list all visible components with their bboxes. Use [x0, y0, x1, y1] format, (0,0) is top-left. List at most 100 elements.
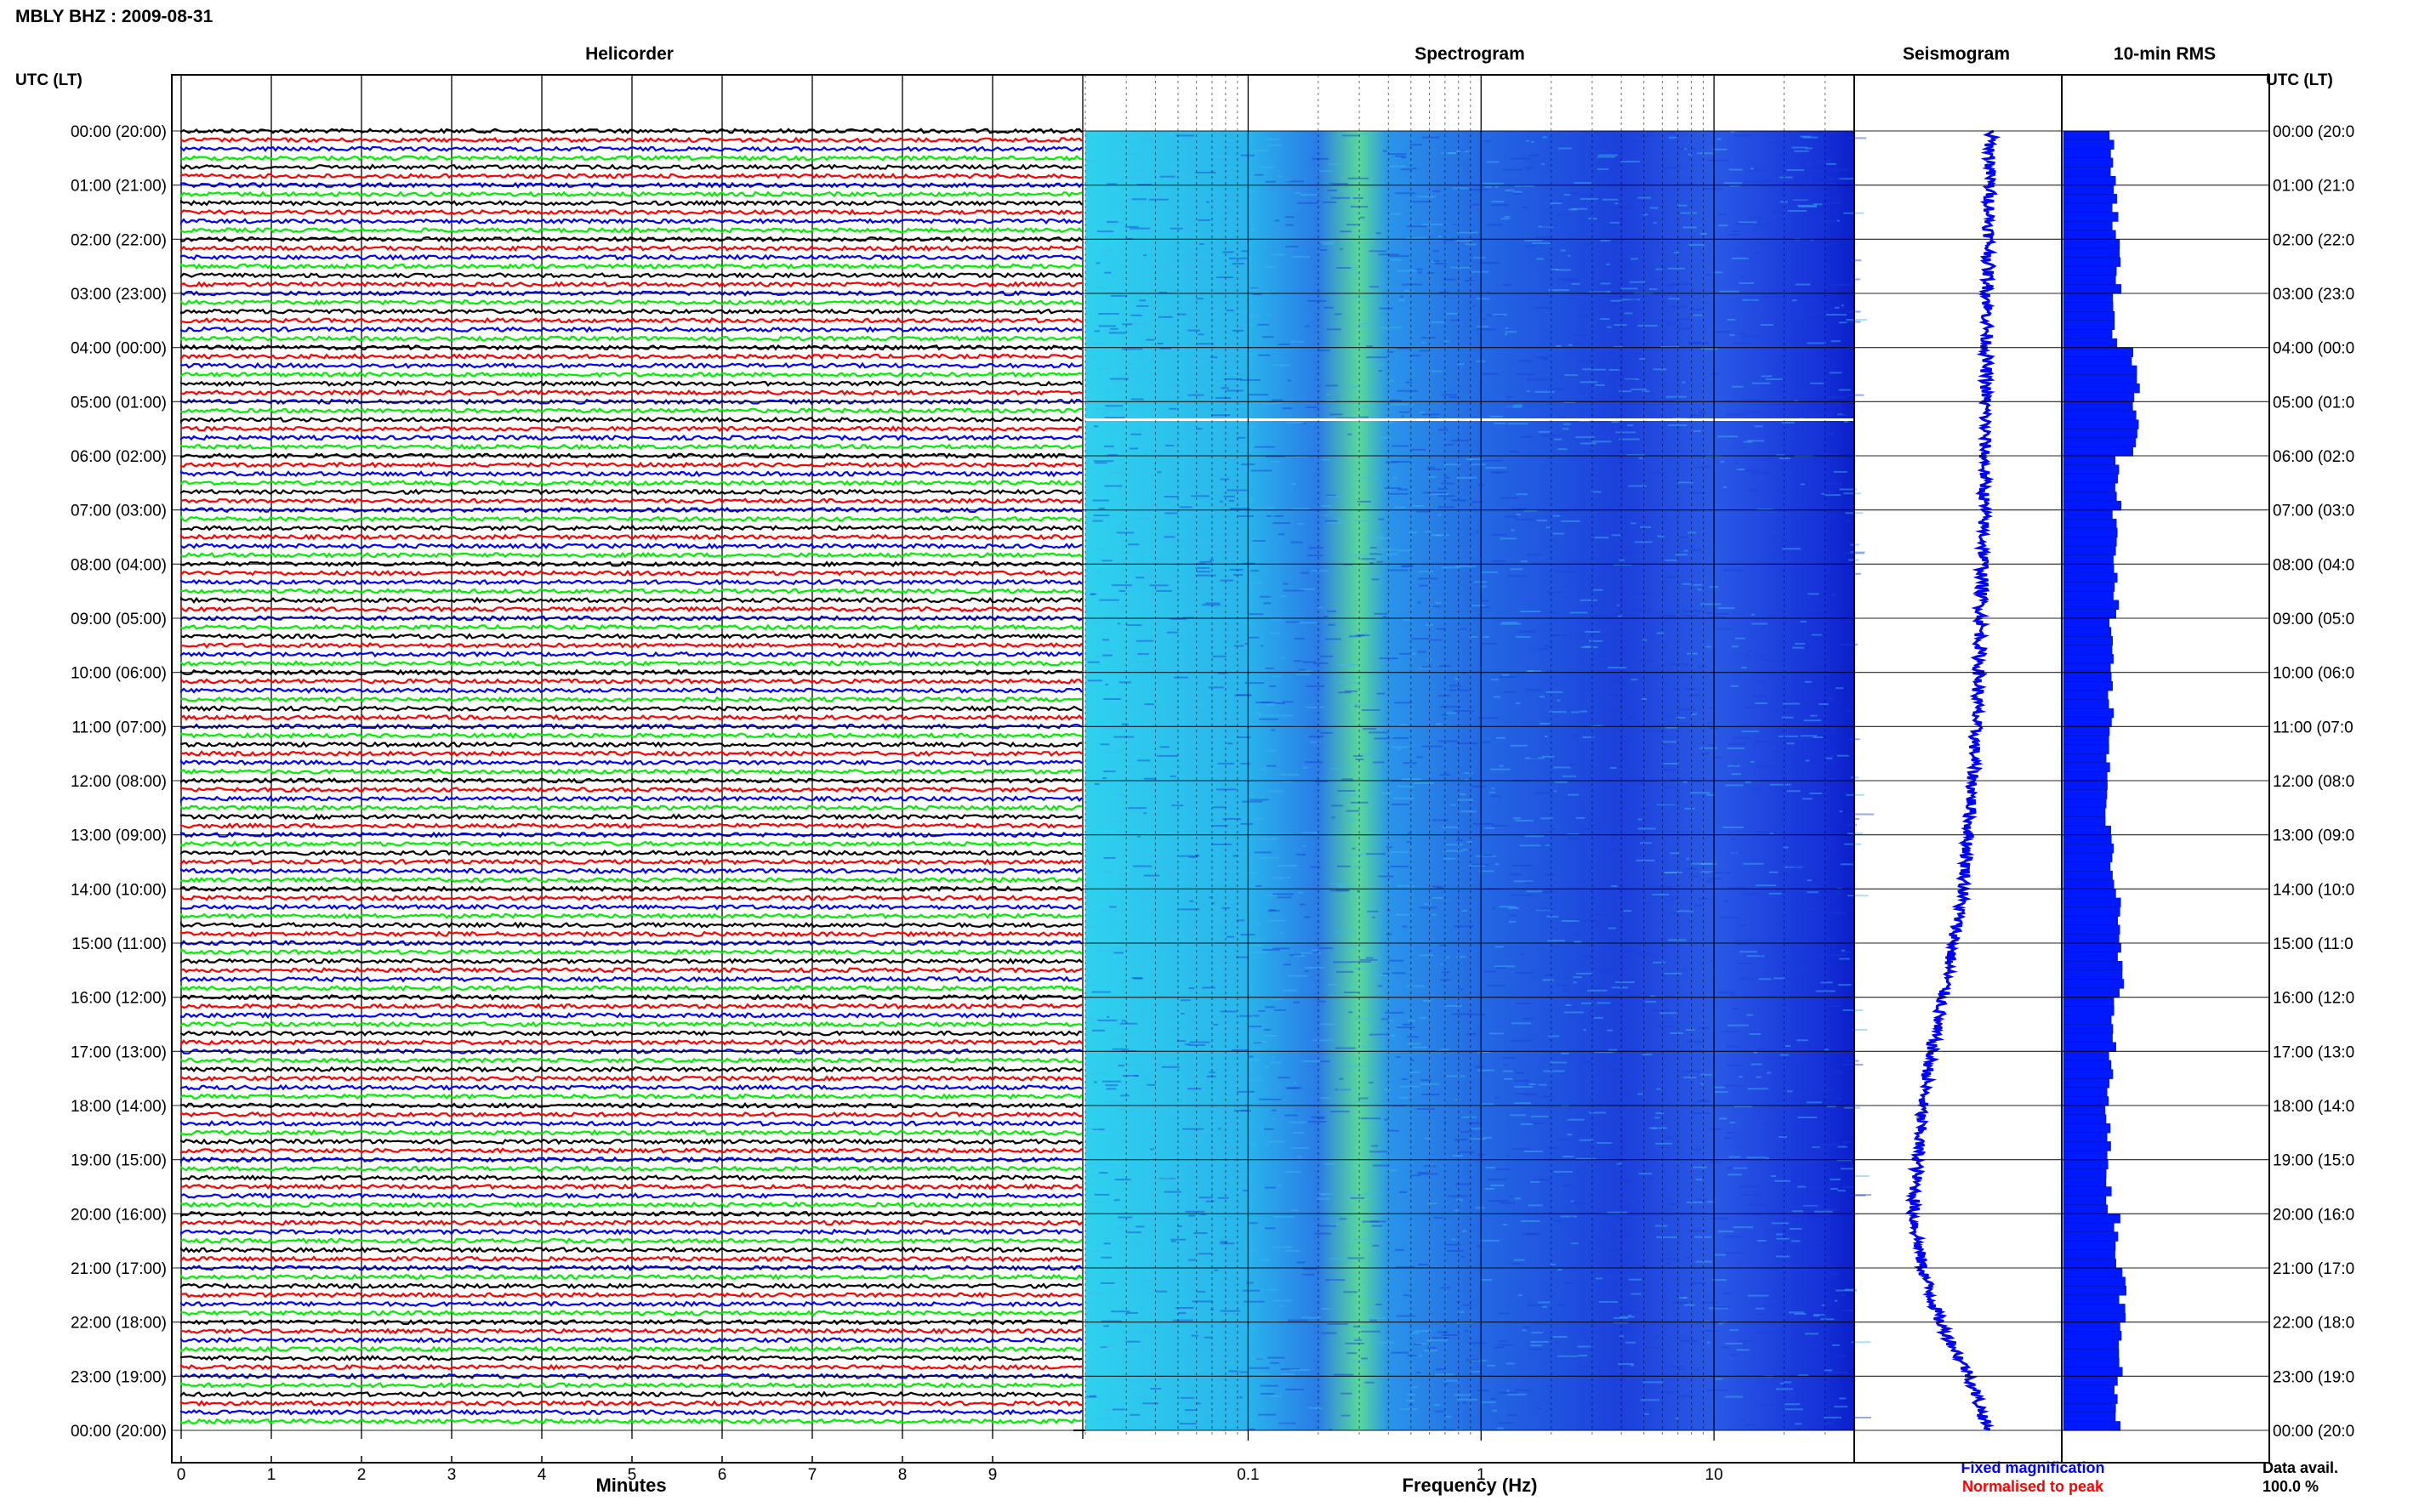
spectrogram-cell — [1607, 667, 1626, 669]
spectrogram-cell — [1611, 986, 1629, 989]
hour-label-right: 22:00 (18:0 — [2273, 1315, 2354, 1333]
spectrogram-cell — [1380, 327, 1402, 329]
spectrogram-cell — [1380, 1034, 1395, 1037]
spectrogram-cell — [1522, 1329, 1528, 1332]
spectrogram-cell — [1121, 723, 1129, 725]
spectrogram-cell — [1719, 1117, 1727, 1120]
spectrogram-cell — [1242, 872, 1259, 873]
spectrogram-cell — [1851, 1341, 1871, 1344]
spectrogram-cell — [1843, 492, 1862, 495]
spectrogram-cell — [1751, 472, 1772, 475]
spectrogram-cell — [1784, 1045, 1790, 1047]
rms-bar — [2063, 1249, 2115, 1260]
spectrogram-cell — [1575, 816, 1585, 819]
spectrogram-cell — [1690, 1149, 1700, 1151]
spectrogram-cell — [1693, 1166, 1707, 1168]
spectrogram-cell — [1186, 1136, 1203, 1139]
spectrogram-cell — [1686, 857, 1690, 860]
spectrogram-cell — [1813, 1147, 1828, 1150]
spectrogram-cell — [1311, 949, 1320, 952]
spectrogram-cell — [1172, 668, 1191, 671]
spectrogram-cell — [1087, 1202, 1104, 1204]
spectrogram-cell — [1220, 1241, 1228, 1243]
spectrogram-cell — [1349, 633, 1368, 635]
spectrogram-cell — [1397, 347, 1410, 350]
spectrogram-cell — [1673, 252, 1680, 254]
spectrogram-cell — [1300, 670, 1312, 673]
spectrogram-cell — [1478, 717, 1500, 719]
spectrogram-cell — [1740, 924, 1747, 927]
spectrogram-cell — [1644, 392, 1652, 395]
rms-bar — [2063, 537, 2117, 547]
spectrogram-cell — [1805, 1333, 1819, 1335]
spectrogram-cell — [1727, 742, 1746, 745]
spectrogram-cell — [1798, 907, 1819, 910]
spectrogram-cell — [1320, 1060, 1330, 1063]
spectrogram-cell — [1337, 790, 1356, 792]
rms-title: 10-min RMS — [2114, 44, 2216, 64]
spectrogram-cell — [1294, 1082, 1297, 1084]
helicorder-trace — [179, 1400, 1083, 1407]
spectrogram-cell — [1580, 955, 1592, 958]
spectrogram-cell — [1114, 1179, 1131, 1181]
spectrogram-cell — [1847, 621, 1853, 623]
spectrogram-cell — [1460, 1255, 1466, 1258]
spectrogram-cell — [1197, 343, 1214, 345]
spectrogram-cell — [1247, 1428, 1255, 1430]
hour-label-right: 06:00 (02:0 — [2273, 448, 2354, 466]
spectrogram-cell — [1409, 1071, 1421, 1073]
spectrogram-cell — [1271, 1109, 1277, 1111]
spectrogram-cell — [1637, 1202, 1642, 1204]
spectrogram-cell — [1826, 1106, 1836, 1108]
spectrogram-cell — [1340, 794, 1360, 797]
spectrogram-cell — [1550, 1061, 1567, 1064]
helicorder-trace — [179, 1310, 1083, 1316]
spectrogram-cell — [1761, 375, 1773, 378]
spectrogram-cell — [1249, 799, 1269, 801]
spectrogram-cell — [1314, 1232, 1331, 1235]
spectrogram-cell — [1091, 1023, 1095, 1026]
spectrogram-cell — [1469, 635, 1478, 638]
spectrogram-cell — [1822, 491, 1833, 493]
hour-label-left: 02:00 (22:00) — [71, 231, 167, 249]
rms-bar — [2063, 1032, 2113, 1043]
spectrogram-cell — [1336, 1316, 1340, 1319]
spectrogram-cell — [1240, 1110, 1251, 1112]
spectrogram-cell — [1787, 1090, 1793, 1093]
spectrogram-cell — [1148, 325, 1153, 327]
spectrogram-cell — [1244, 643, 1248, 645]
spectrogram-cell — [1415, 510, 1431, 513]
spectrogram-cell — [1731, 257, 1749, 259]
spectrogram-cell — [1282, 781, 1293, 783]
spectrogram-cell — [1120, 178, 1129, 180]
spectrogram-cell — [1338, 664, 1359, 666]
spectrogram-cell — [1495, 1168, 1511, 1171]
spectrogram-cell — [1837, 984, 1852, 986]
spectrogram-cell — [1738, 333, 1745, 335]
spectrogram-cell — [1282, 407, 1292, 410]
spectrogram-cell — [1629, 281, 1646, 283]
spectrogram-cell — [1329, 1224, 1340, 1225]
spectrogram-cell — [1359, 958, 1378, 961]
spectrogram-cell — [1301, 1060, 1321, 1062]
minute-tick-label: 0 — [177, 1466, 186, 1484]
spectrogram-cell — [1746, 1014, 1754, 1016]
spectrogram-cell — [1489, 415, 1503, 418]
spectrogram-cell — [1296, 622, 1318, 624]
spectrogram-cell — [1208, 686, 1224, 689]
spectrogram-cell — [1823, 1416, 1841, 1418]
spectrogram-cell — [1793, 390, 1813, 393]
rms-bar — [2063, 870, 2113, 881]
spectrogram-cell — [1255, 1357, 1264, 1360]
spectrogram-cell — [1233, 1378, 1248, 1380]
spectrogram-cell — [1354, 1100, 1372, 1103]
spectrogram-cell — [1273, 1216, 1295, 1218]
spectrogram-cell — [1688, 341, 1700, 344]
spectrogram-cell — [1752, 787, 1761, 790]
spectrogram-cell — [1770, 660, 1788, 662]
spectrogram-cell — [1260, 166, 1274, 168]
rms-bar — [2063, 167, 2111, 177]
spectrogram-cell — [1327, 521, 1346, 524]
spectrogram-cell — [1526, 890, 1543, 893]
spectrogram-cell — [1514, 1086, 1533, 1088]
